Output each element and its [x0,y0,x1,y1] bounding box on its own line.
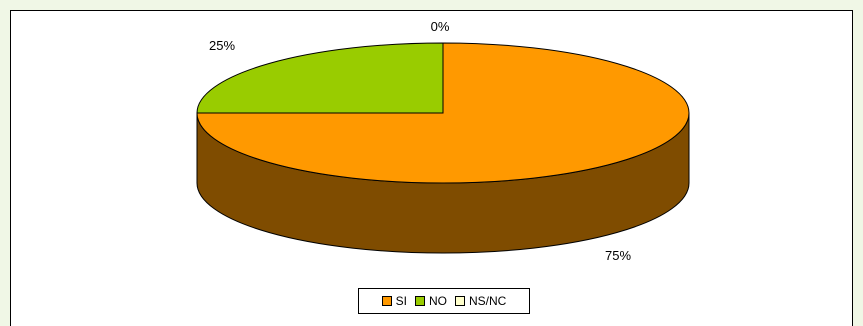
legend: SI NO NS/NC [358,288,530,314]
legend-item-nsnc: NS/NC [455,294,506,308]
legend-swatch-si [381,296,392,306]
legend-swatch-no [415,296,425,306]
data-label-no: 25% [209,38,235,53]
legend-label-no: NO [429,294,447,308]
data-label-nsnc: 0% [431,19,450,34]
legend-item-si: SI [381,294,407,308]
legend-label-si: SI [395,294,407,308]
legend-item-no: NO [415,294,447,308]
pie-slice-no [196,42,444,114]
pie-slice-si [196,42,690,184]
legend-swatch-nsnc [455,296,465,306]
data-label-si: 75% [605,248,631,263]
legend-label-nsnc: NS/NC [469,294,507,308]
